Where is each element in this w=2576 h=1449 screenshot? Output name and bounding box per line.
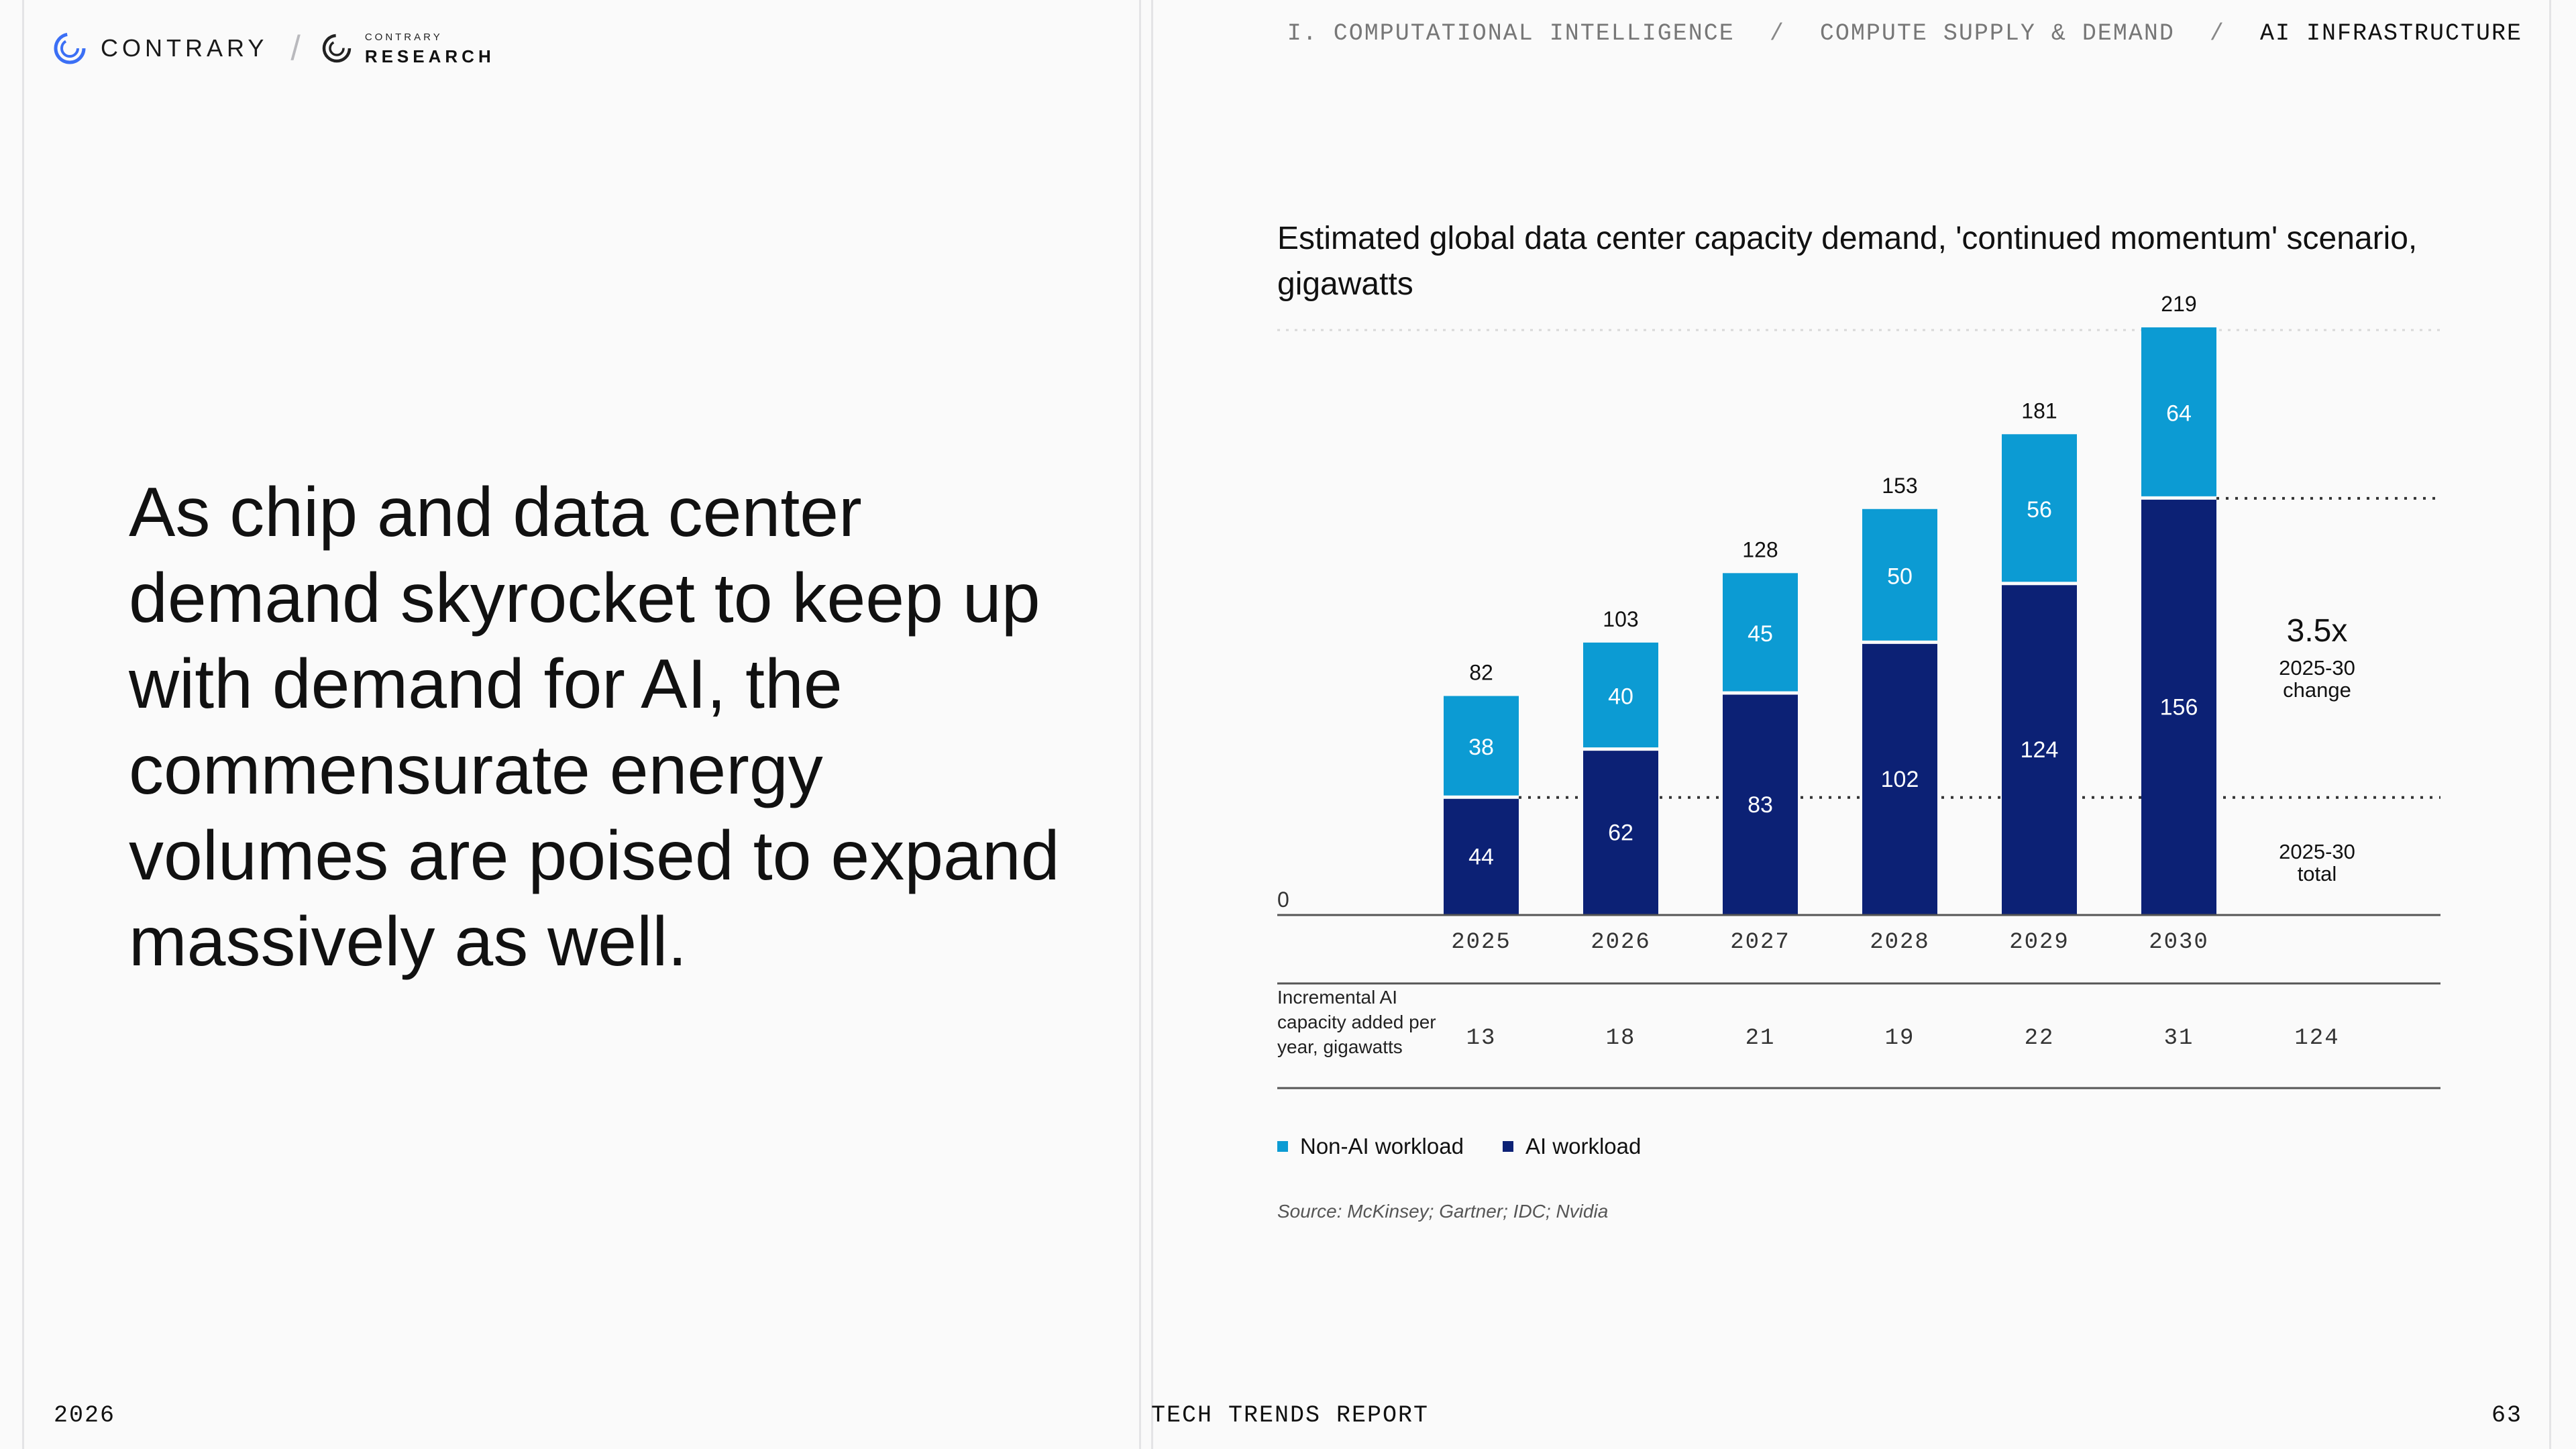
logo-separator: / [290, 29, 301, 68]
chart-legend: Non-AI workload AI workload [1277, 1134, 1641, 1159]
bar-label-ai-2025: 44 [1468, 844, 1494, 869]
page-divider [1139, 0, 1141, 1449]
x-tick-label-2028: 2028 [1870, 930, 1930, 955]
breadcrumb-subsection[interactable]: COMPUTE SUPPLY & DEMAND [1819, 20, 2175, 47]
change-label-line2: change [2283, 678, 2351, 702]
breadcrumb-current: AI INFRASTRUCTURE [2259, 20, 2522, 47]
x-tick-label-2030: 2030 [2149, 930, 2209, 955]
bar-label-non-ai-2029: 56 [2027, 497, 2052, 523]
bar-label-non-ai-2028: 50 [1887, 564, 1913, 589]
breadcrumb: I. COMPUTATIONAL INTELLIGENCE / COMPUTE … [1287, 20, 2522, 47]
x-tick-label-2029: 2029 [2009, 930, 2070, 955]
stacked-bar-chart: 44 38 82 2025 13 62 40 103 2026 18 83 45 128 2027 21 10… [1277, 292, 2440, 1089]
bar-label-non-ai-2025: 38 [1468, 735, 1494, 760]
bar-total-2030: 219 [2161, 292, 2196, 316]
header-logos: CONTRARY / CONTRARY RESEARCH [52, 29, 495, 68]
bar-ai-2027 [1723, 694, 1798, 915]
incremental-value-2028: 19 [1885, 1026, 1915, 1051]
contrary-logo-icon [54, 32, 86, 64]
footer-year: 2026 [54, 1402, 116, 1429]
legend-label-ai: AI workload [1525, 1134, 1642, 1159]
x-tick-label-2027: 2027 [1730, 930, 1790, 955]
research-wordmark: CONTRARY RESEARCH [365, 32, 495, 65]
total-label-line1: 2025-30 [2279, 840, 2355, 863]
bar-non-ai-2027 [1723, 573, 1798, 692]
bar-ai-2025 [1444, 798, 1519, 915]
legend-item-ai: AI workload [1502, 1134, 1642, 1159]
legend-label-non-ai: Non-AI workload [1300, 1134, 1464, 1159]
bar-non-ai-2025 [1444, 696, 1519, 796]
research-wordmark-bottom: RESEARCH [364, 46, 495, 66]
bar-total-2025: 82 [1469, 660, 1493, 684]
breadcrumb-section[interactable]: I. COMPUTATIONAL INTELLIGENCE [1287, 20, 1735, 47]
bar-ai-2026 [1583, 751, 1658, 915]
incremental-value-2026: 18 [1606, 1026, 1636, 1051]
change-label-line1: 2025-30 [2279, 656, 2355, 680]
bar-label-ai-2030: 156 [2160, 694, 2198, 720]
bar-total-2028: 153 [1882, 474, 1917, 498]
research-wordmark-top: CONTRARY [364, 31, 443, 43]
incremental-value-2027: 21 [1746, 1026, 1776, 1051]
bar-label-non-ai-2026: 40 [1608, 684, 1633, 709]
bar-label-ai-2027: 83 [1748, 792, 1773, 818]
contrary-research-logo-icon [322, 34, 352, 63]
incremental-value-2029: 22 [2025, 1026, 2055, 1051]
bar-ai-2029 [2002, 585, 2077, 915]
bar-total-2026: 103 [1603, 607, 1638, 631]
x-tick-label-2026: 2026 [1591, 930, 1651, 955]
bar-non-ai-2030 [2141, 327, 2216, 496]
bar-label-ai-2029: 124 [2021, 737, 2059, 763]
bar-non-ai-2026 [1583, 642, 1658, 748]
footer-page-number: 63 [2491, 1402, 2522, 1429]
brand-name: CONTRARY [101, 34, 268, 62]
bar-ai-2028 [1862, 643, 1937, 915]
bar-total-2027: 128 [1742, 537, 1778, 561]
breadcrumb-separator: / [2209, 20, 2225, 47]
bar-label-ai-2026: 62 [1608, 820, 1633, 846]
chart-source: Source: McKinsey; Gartner; IDC; Nvidia [1277, 1201, 1609, 1222]
incremental-value-2030: 31 [2164, 1026, 2194, 1051]
total-label-line2: total [2298, 862, 2337, 885]
page-border-left [22, 0, 24, 1449]
bar-label-non-ai-2030: 64 [2166, 400, 2192, 426]
legend-swatch-ai [1502, 1141, 1513, 1152]
bar-non-ai-2028 [1862, 508, 1937, 641]
chart-title: Estimated global data center capacity de… [1277, 221, 2418, 302]
bar-non-ai-2029 [2002, 434, 2077, 582]
footer-report-name: TECH TRENDS REPORT [1151, 1402, 1430, 1429]
legend-swatch-non-ai [1277, 1141, 1288, 1152]
y-zero-label: 0 [1277, 888, 1289, 912]
bar-total-2029: 181 [2021, 398, 2057, 423]
incremental-row-label: Incremental AI capacity added per year, … [1277, 987, 1436, 1057]
bar-label-non-ai-2027: 45 [1748, 621, 1773, 647]
incremental-value-2025: 13 [1466, 1026, 1497, 1051]
page-divider-2 [1151, 0, 1153, 1449]
legend-item-non-ai: Non-AI workload [1277, 1134, 1464, 1159]
page-border-right [2549, 0, 2551, 1449]
page-headline: As chip and data center demand skyrocket… [129, 474, 1060, 981]
bar-ai-2030 [2141, 499, 2216, 915]
breadcrumb-separator: / [1769, 20, 1785, 47]
x-tick-label-2025: 2025 [1451, 930, 1511, 955]
incremental-total: 124 [2294, 1026, 2339, 1051]
change-multiplier: 3.5x [2287, 613, 2348, 649]
bar-label-ai-2028: 102 [1881, 767, 1919, 792]
